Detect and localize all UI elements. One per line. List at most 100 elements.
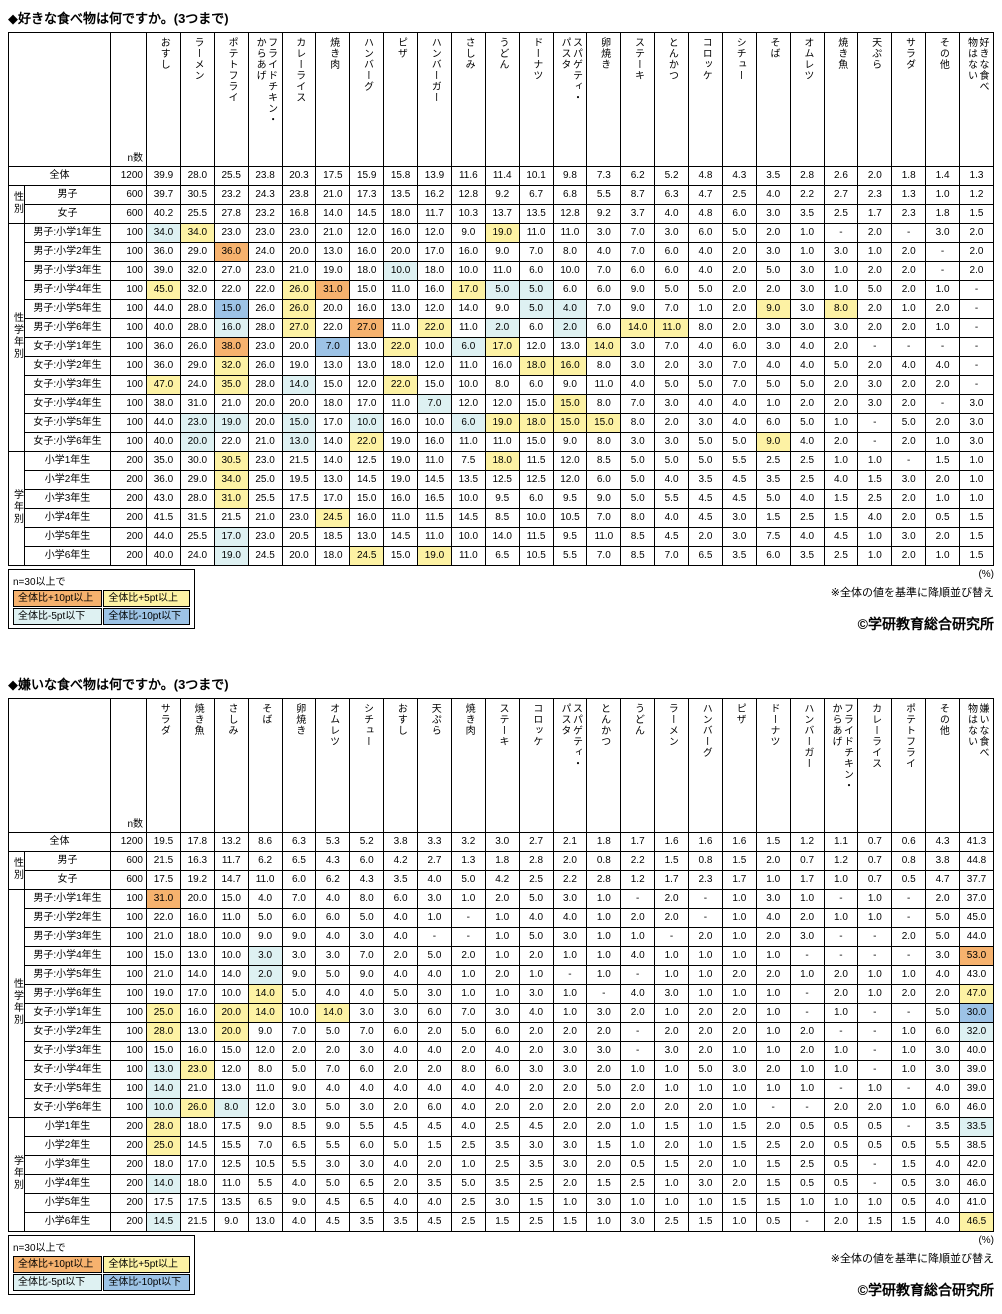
row-label: 女子:小学1年生 bbox=[24, 1003, 111, 1023]
n-count: 1200 bbox=[110, 166, 147, 186]
data-cell: 2.0 bbox=[721, 280, 757, 300]
data-cell: 2.3 bbox=[891, 204, 927, 224]
data-cell: 6.0 bbox=[315, 908, 351, 928]
data-cell: 12.0 bbox=[552, 470, 588, 490]
row-label: 男子:小学2年生 bbox=[24, 242, 111, 262]
data-cell: 8.0 bbox=[586, 394, 622, 414]
data-cell: 4.0 bbox=[552, 299, 588, 319]
data-cell: 3.0 bbox=[789, 318, 825, 338]
data-cell: 6.3 bbox=[281, 832, 317, 852]
data-cell: 14.0 bbox=[213, 965, 249, 985]
row-label: 男子:小学1年生 bbox=[24, 223, 111, 243]
data-cell: 13.0 bbox=[552, 337, 588, 357]
data-cell: 2.5 bbox=[450, 1136, 486, 1156]
data-cell: 35.0 bbox=[146, 451, 181, 471]
data-cell: - bbox=[891, 337, 927, 357]
data-cell: 2.0 bbox=[891, 261, 927, 281]
data-cell: 5.5 bbox=[349, 1117, 385, 1137]
row-label: 小学2年生 bbox=[24, 470, 111, 490]
data-cell: 1.5 bbox=[755, 1193, 791, 1213]
data-cell: - bbox=[857, 927, 893, 947]
data-cell: 2.0 bbox=[315, 1041, 351, 1061]
data-cell: 3.0 bbox=[586, 1041, 622, 1061]
data-cell: 9.0 bbox=[552, 432, 588, 452]
n-count: 200 bbox=[110, 489, 147, 509]
data-cell: 20.0 bbox=[179, 432, 215, 452]
data-cell: 5.2 bbox=[654, 166, 689, 186]
data-cell: - bbox=[789, 1098, 825, 1118]
data-cell: 9.0 bbox=[620, 299, 656, 319]
table-row: 全体 1200 39.9 28.0 25.5 23.8 20.3 17.5 15.9 15.8 13… bbox=[8, 166, 994, 186]
data-cell: 4.0 bbox=[315, 984, 351, 1004]
data-cell: 4.0 bbox=[654, 470, 689, 490]
data-cell: 2.0 bbox=[620, 1079, 656, 1099]
data-cell: 4.0 bbox=[721, 413, 757, 433]
sort-order-note: ※全体の値を基準に降順並び替え bbox=[830, 587, 994, 599]
data-cell: 1.0 bbox=[688, 299, 723, 319]
data-cell: 18.0 bbox=[315, 546, 351, 566]
data-cell: 1.0 bbox=[518, 965, 554, 985]
data-cell: 1.0 bbox=[620, 927, 656, 947]
n-count: 100 bbox=[110, 356, 147, 376]
data-cell: 6.0 bbox=[417, 1098, 452, 1118]
data-cell: 10.3 bbox=[450, 204, 486, 224]
data-cell: 1.0 bbox=[721, 908, 757, 928]
data-cell: 5.0 bbox=[247, 908, 283, 928]
data-cell: 17.5 bbox=[146, 1193, 181, 1213]
data-cell: 13.0 bbox=[315, 470, 351, 490]
data-cell: 8.5 bbox=[484, 508, 520, 528]
column-header: そば bbox=[247, 698, 283, 833]
column-header: ポテトフライ bbox=[213, 32, 249, 167]
data-cell: 31.0 bbox=[179, 394, 215, 414]
data-cell: 2.0 bbox=[891, 432, 927, 452]
data-cell: 1.5 bbox=[959, 527, 994, 547]
data-cell: 5.0 bbox=[789, 413, 825, 433]
data-cell: 4.8 bbox=[688, 166, 723, 186]
row-label: 小学3年生 bbox=[24, 1155, 111, 1175]
data-cell: 7.0 bbox=[315, 337, 351, 357]
data-cell: 34.0 bbox=[179, 223, 215, 243]
data-cell: 1.0 bbox=[688, 946, 723, 966]
data-cell: 3.0 bbox=[925, 1174, 960, 1194]
data-cell: 4.0 bbox=[383, 1079, 418, 1099]
data-cell: 11.0 bbox=[383, 318, 418, 338]
data-cell: 4.0 bbox=[857, 508, 893, 528]
data-cell: 5.0 bbox=[518, 889, 554, 909]
data-cell: 17.0 bbox=[450, 280, 486, 300]
data-cell: 1.0 bbox=[823, 1003, 859, 1023]
data-cell: 1.0 bbox=[823, 1060, 859, 1080]
data-cell: 8.0 bbox=[823, 299, 859, 319]
data-cell: - bbox=[857, 1174, 893, 1194]
data-cell: 2.0 bbox=[755, 223, 791, 243]
data-cell: 5.0 bbox=[789, 375, 825, 395]
data-cell: 5.5 bbox=[315, 1136, 351, 1156]
n-count: 100 bbox=[110, 908, 147, 928]
n-count: 100 bbox=[110, 927, 147, 947]
data-cell: 9.0 bbox=[213, 1212, 249, 1232]
data-cell: 7.0 bbox=[620, 242, 656, 262]
data-cell: - bbox=[417, 927, 452, 947]
data-cell: 3.0 bbox=[721, 1060, 757, 1080]
data-cell: 16.0 bbox=[213, 318, 249, 338]
data-cell: 3.0 bbox=[688, 1174, 723, 1194]
data-cell: 9.0 bbox=[247, 1022, 283, 1042]
data-cell: 5.0 bbox=[925, 1003, 960, 1023]
data-cell: 30.5 bbox=[179, 185, 215, 205]
data-cell: 7.0 bbox=[349, 1022, 385, 1042]
data-cell: 8.5 bbox=[281, 1117, 317, 1137]
data-cell: 2.8 bbox=[789, 166, 825, 186]
column-header: ドーナツ bbox=[518, 32, 554, 167]
data-cell: - bbox=[857, 1022, 893, 1042]
table-row: 男子:小学4年生 100 45.0 32.0 22.0 22.0 26.0 31.0 15.0 1… bbox=[9, 280, 994, 300]
legend-item-m10: 全体比-10pt以下 bbox=[103, 1274, 191, 1291]
data-cell: 6.0 bbox=[450, 337, 486, 357]
data-cell: 5.5 bbox=[721, 451, 757, 471]
data-cell: 0.5 bbox=[891, 1174, 927, 1194]
data-cell: 2.0 bbox=[721, 299, 757, 319]
data-cell: 2.5 bbox=[518, 1174, 554, 1194]
data-cell: 9.0 bbox=[281, 927, 317, 947]
data-cell: 5.0 bbox=[586, 1079, 622, 1099]
data-cell: 8.0 bbox=[688, 318, 723, 338]
data-cell: 28.0 bbox=[179, 489, 215, 509]
data-cell: 2.0 bbox=[857, 1098, 893, 1118]
